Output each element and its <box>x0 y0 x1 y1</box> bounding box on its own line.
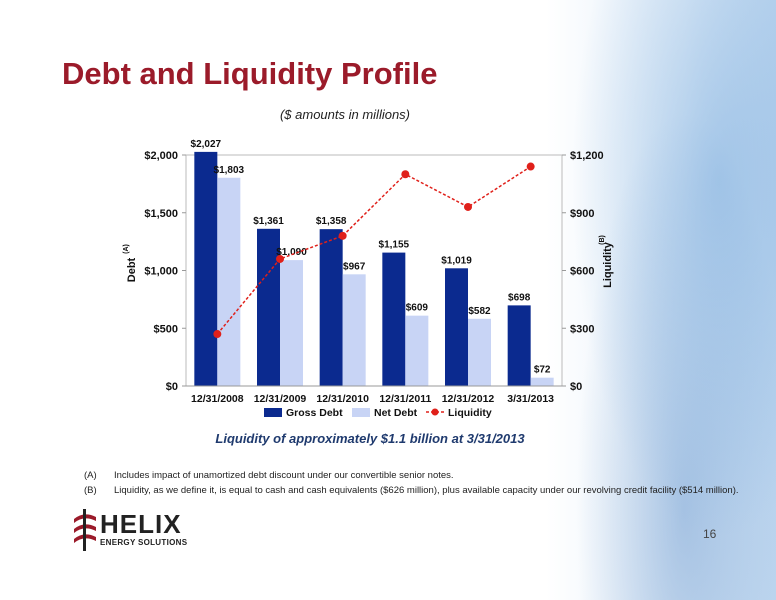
y-left-tick-label: $1,500 <box>144 208 178 220</box>
y-right-axis-label: Liquidity <box>602 241 614 288</box>
footnote-a-mark: (A) <box>84 470 97 481</box>
bar-net-debt <box>468 318 491 386</box>
x-tick-label: 12/31/2012 <box>442 393 495 405</box>
footnote-a: (A) Includes impact of unamortized debt … <box>84 468 739 483</box>
footnote-b-text: Liquidity, as we define it, is equal to … <box>114 485 739 496</box>
bar-gross-debt-label: $1,358 <box>316 216 347 227</box>
chart-caption: Liquidity of approximately $1.1 billion … <box>215 431 525 446</box>
liquidity-point <box>401 170 410 179</box>
legend-liquidity-marker <box>431 408 439 416</box>
bar-net-debt-label: $1,803 <box>214 165 245 176</box>
page-number: 16 <box>703 527 717 541</box>
bar-net-debt <box>280 260 303 386</box>
liquidity-point <box>464 202 472 211</box>
liquidity-point <box>526 162 535 171</box>
bar-gross-debt <box>382 252 406 386</box>
legend-net-debt-swatch <box>352 408 370 417</box>
y-left-tick-label: $1,000 <box>144 266 178 278</box>
bar-net-debt <box>217 177 241 386</box>
y-right-tick-label: $1,200 <box>570 150 604 162</box>
legend-gross-debt-swatch <box>264 408 282 417</box>
footnote-b: (B) Liquidity, as we define it, is equal… <box>84 483 739 498</box>
x-tick-label: 3/31/2013 <box>507 393 554 405</box>
y-left-axis-label-sup: (A) <box>123 244 130 254</box>
y-left-axis-label: Debt <box>126 257 138 282</box>
x-tick-label: 12/31/2009 <box>254 393 307 405</box>
footnotes: (A) Includes impact of unamortized debt … <box>84 468 739 498</box>
bar-net-debt-label: $1,090 <box>276 247 307 258</box>
x-tick-label: 12/31/2010 <box>316 393 369 405</box>
page-title: Debt and Liquidity Profile <box>62 56 438 91</box>
bar-gross-debt <box>257 228 280 386</box>
liquidity-point <box>338 231 347 240</box>
bar-net-debt-label: $967 <box>343 261 366 272</box>
bar-gross-debt-label: $1,361 <box>253 216 284 227</box>
chart-subtitle: ($ amounts in millions) <box>279 107 411 122</box>
debt-liquidity-chart: $0 $500 $1,000 $1,500 $2,000 $0 $300 $600 $900 $1… <box>123 139 614 419</box>
bar-gross-debt-label: $2,027 <box>191 139 222 150</box>
bar-gross-debt-label: $1,155 <box>379 240 410 251</box>
liquidity-point <box>213 330 222 339</box>
bar-net-debt-label: $609 <box>406 303 429 314</box>
logo-wordmark: HELIX <box>100 509 182 539</box>
logo-subtext: ENERGY SOLUTIONS <box>100 538 188 547</box>
helix-emblem-icon <box>74 509 96 551</box>
y-left-tick-label: $500 <box>154 323 178 335</box>
bar-gross-debt-label: $698 <box>508 292 531 303</box>
plot-area <box>185 154 563 387</box>
bar-net-debt <box>405 315 429 386</box>
bar-gross-debt <box>445 268 468 386</box>
legend-net-debt-label: Net Debt <box>374 407 418 419</box>
bar-gross-debt <box>507 305 531 386</box>
y-right-tick-label: $300 <box>570 323 594 335</box>
bar-gross-debt <box>194 151 218 386</box>
y-left-tick-label: $2,000 <box>144 150 178 162</box>
y-right-tick-label: $900 <box>570 208 594 220</box>
legend-gross-debt-label: Gross Debt <box>286 407 343 419</box>
x-tick-label: 12/31/2008 <box>191 393 244 405</box>
bar-net-debt <box>530 377 554 386</box>
y-left-tick-label: $0 <box>166 381 178 393</box>
company-logo: HELIX ENERGY SOLUTIONS <box>70 507 200 553</box>
footnote-a-text: Includes impact of unamortized debt disc… <box>114 470 454 481</box>
liquidity-point <box>276 254 284 263</box>
y-right-axis-label-sup: (B) <box>599 235 606 245</box>
bar-net-debt <box>342 274 366 386</box>
bar-net-debt-label: $72 <box>534 365 551 376</box>
footnote-b-mark: (B) <box>84 485 97 496</box>
y-right-tick-label: $600 <box>570 266 594 278</box>
bar-net-debt-label: $582 <box>468 306 491 317</box>
liquidity-line <box>216 165 532 335</box>
x-tick-label: 12/31/2011 <box>379 393 431 405</box>
y-right-tick-label: $0 <box>570 381 582 393</box>
legend-liquidity-label: Liquidity <box>448 407 492 419</box>
bar-gross-debt <box>319 229 343 386</box>
background-water-image <box>546 0 776 600</box>
bar-gross-debt-label: $1,019 <box>441 255 472 266</box>
